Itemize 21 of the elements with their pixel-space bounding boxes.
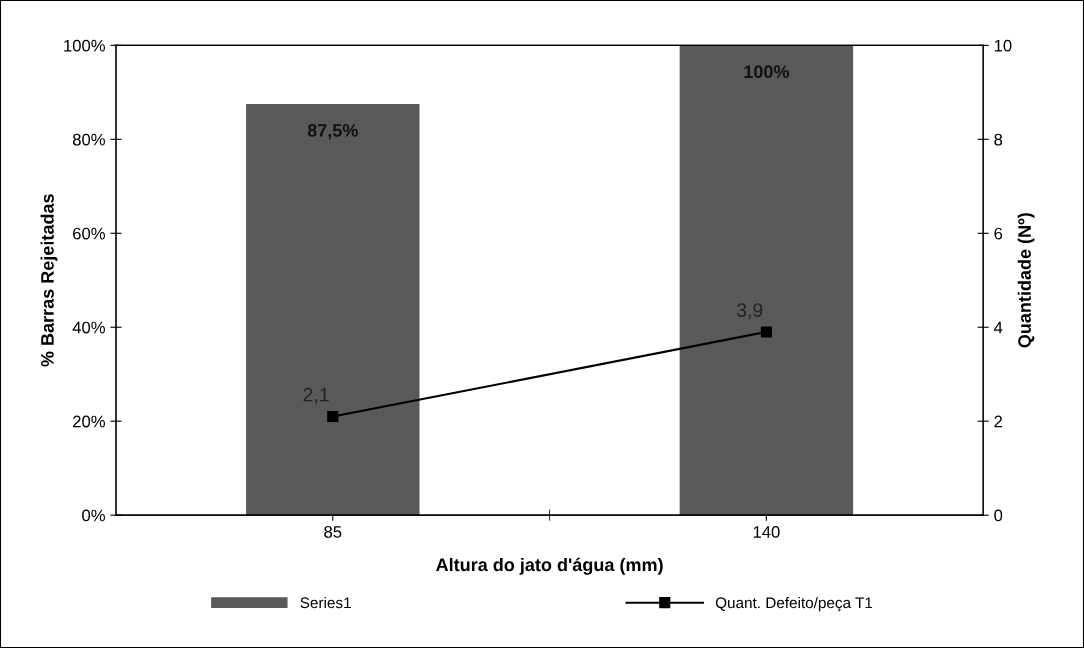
x-tick-label: 85 — [324, 526, 342, 538]
y2-tick-label: 6 — [994, 227, 1003, 240]
y2-tick-label: 2 — [994, 415, 1003, 428]
x-tick-label: 140 — [753, 526, 780, 538]
y-tick-label: 20% — [73, 415, 105, 428]
data-label: 100% — [744, 65, 789, 79]
y-tick-label: 80% — [72, 133, 105, 146]
data-label: 87,5% — [307, 124, 358, 140]
y2-tick-label: 4 — [993, 321, 1003, 334]
x-axis-title: Altura do jato d'água (mm) — [436, 557, 663, 575]
y2-tick-label: 10 — [994, 39, 1012, 52]
y2-axis-title: Quantidade (Nº) — [1017, 213, 1035, 348]
y-tick-label: 0% — [82, 509, 105, 522]
legend-label: Series1 — [300, 596, 351, 609]
y-tick-label: 100% — [64, 39, 105, 52]
y-tick-label: 40% — [72, 321, 105, 334]
y2-tick-label: 0 — [994, 509, 1003, 522]
y-tick-label: 60% — [73, 227, 105, 240]
legend-label: Quant. Defeito/peça T1 — [715, 596, 873, 612]
y-axis-title: % Barras Rejeitadas — [40, 194, 58, 367]
y2-tick-label: 8 — [994, 133, 1003, 146]
